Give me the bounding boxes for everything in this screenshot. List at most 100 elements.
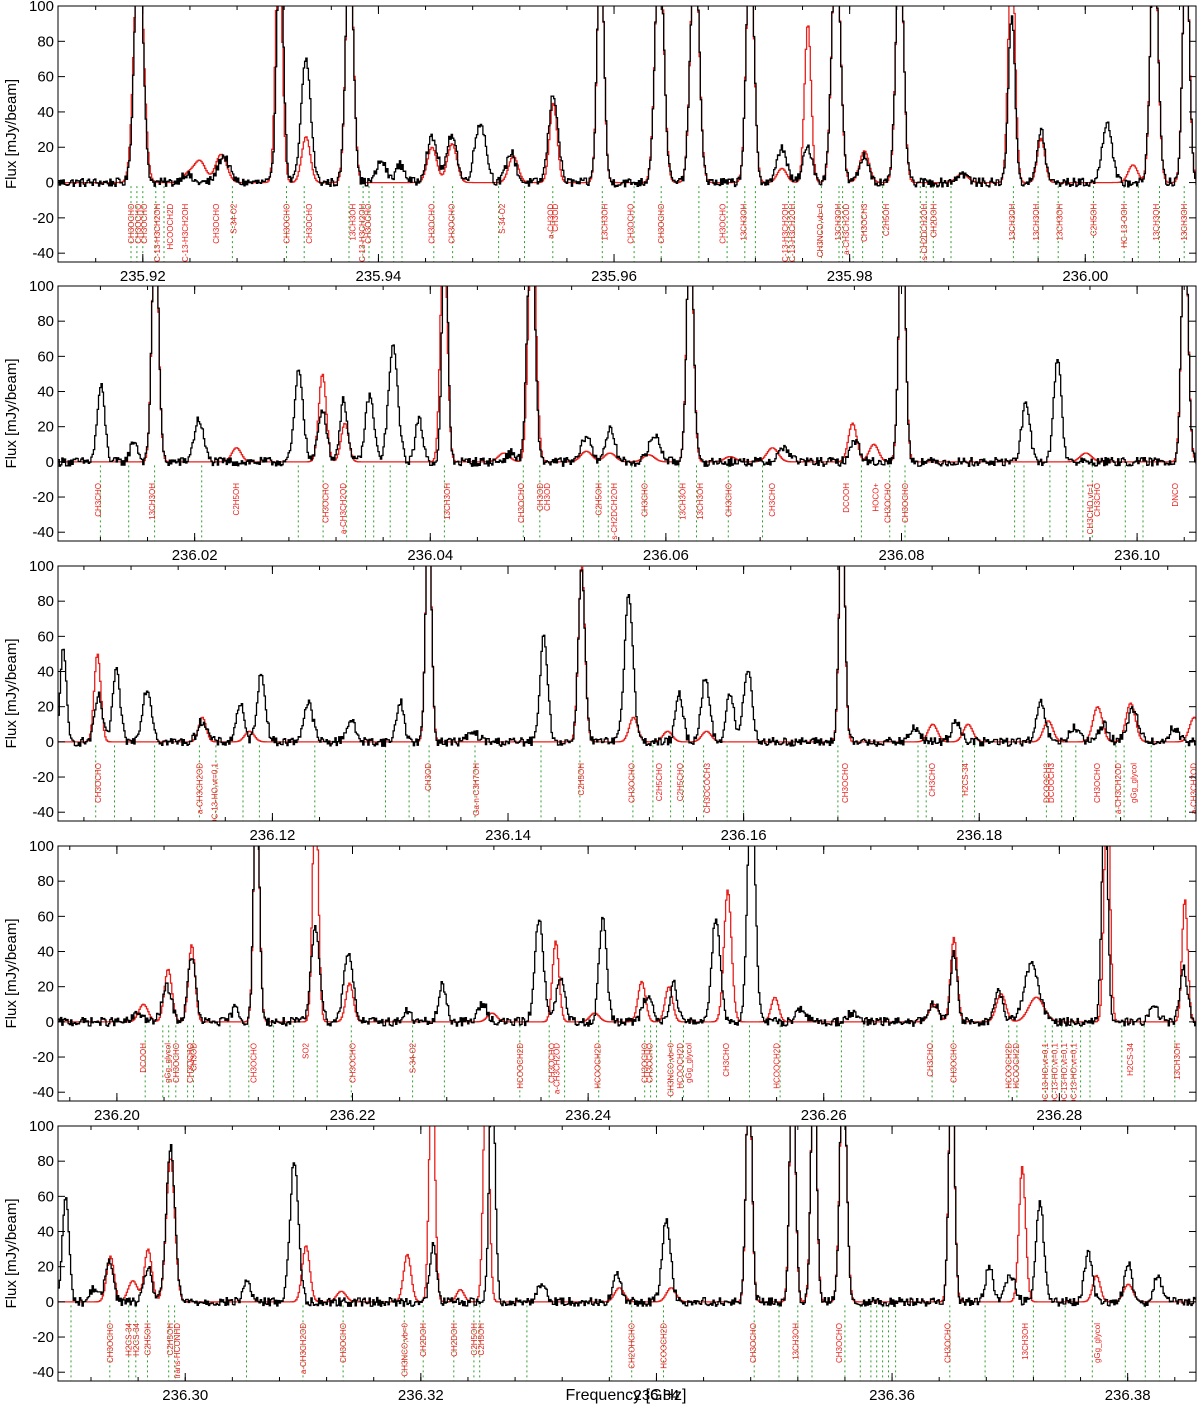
x-tick-label: 236.38 [1105,1387,1151,1404]
line-label: CH3OCHO [943,1323,952,1363]
line-label: CH3OCHO [172,1043,181,1083]
x-tick-label: 236.14 [485,827,531,844]
line-label: HCOOCH2D [594,1043,603,1089]
line-label: HCOOCH2D [660,1323,669,1369]
observed-spectrum [58,846,1196,1027]
line-label: CH2DOH [419,1323,428,1357]
x-tick-label: 236.26 [801,1107,847,1124]
line-label: HCOOCH2D [516,1043,525,1089]
line-label: SO2 [301,1042,310,1059]
line-label: S-34-O2 [498,203,507,234]
y-axis-title: Flux [mJy/beam] [3,358,20,468]
x-tick-label: 236.00 [1062,268,1108,285]
y-tick-label: 40 [37,384,54,401]
x-tick-label: 235.94 [355,268,401,285]
line-label: CH3CHO [94,483,103,517]
x-tick-label: 235.98 [827,268,873,285]
y-tick-label: 60 [37,348,54,365]
line-label: CH3OD [543,483,552,511]
line-label: gGg_glycol [1130,763,1139,803]
line-label: CH3OCHO [305,204,314,244]
line-label: Ga-n-C3H7OH [472,763,481,816]
y-tick-label: 80 [37,33,54,50]
line-label: CH3CHO [1093,483,1102,517]
line-label: CH3OCHO [949,1043,958,1083]
line-label: CH3CHO [926,1043,935,1077]
line-marker-group [95,745,1186,821]
y-tick-label: 80 [37,873,54,890]
y-tick-label: 40 [37,664,54,681]
observed-spectrum [58,566,1196,747]
y-axis-title: Flux [mJy/beam] [3,1198,20,1308]
y-tick-label: 100 [29,558,54,575]
line-label: DCOOH [842,483,851,513]
line-label: CH3OCHO [106,1323,115,1363]
line-label: CH2DOH [929,203,938,237]
observed-spectrum [58,1126,1196,1307]
line-label: CH3OD [424,763,433,791]
panel-frame [57,5,1197,263]
line-label: CH3OCHO [250,1043,259,1083]
line-label: HOCO+ [872,483,881,512]
line-label: C2H5CHO [676,763,685,801]
observed-spectrum [58,6,1196,188]
line-label: CH3OCHO [448,204,457,244]
panel-frame [57,565,1197,822]
x-tick-label: 236.02 [172,547,218,564]
panel-frame [57,285,1197,542]
y-tick-label: 20 [37,979,54,996]
line-label: C2H5OH [144,1323,153,1356]
line-label: CH3OCHO [657,204,666,244]
x-tick-label: 235.96 [591,268,637,285]
line-label: 13CH3OH [1152,203,1161,240]
line-label: a-CH3OD [546,203,555,238]
line-label: a-CH3CH2OD [1114,763,1123,814]
panel-frame [57,1125,1197,1382]
line-label: HC-13-OOH [1120,203,1129,247]
line-label: CH3NCO,vb=0 [667,1042,676,1096]
line-label: CH3OCHO [645,1043,654,1083]
y-tick-label: 0 [46,1294,54,1311]
line-label: CH3OCHO [339,1323,348,1363]
line-label: CH3OCHO [548,1043,557,1083]
x-tick-label: 236.16 [721,827,767,844]
line-label: C2H5OH [232,483,241,516]
line-label: 13CH3OH [601,203,610,240]
line-label: CH3OCH3 [860,203,869,242]
line-label: a-CH3CH2OD [842,203,851,254]
y-tick-label: -40 [32,524,54,541]
line-label: CH3CHO [722,1043,731,1077]
line-label: CH3OCHO [749,1323,758,1363]
y-tick-label: -40 [32,1084,54,1101]
model-spectrum [58,566,1196,743]
line-label: trans-HCONHD [173,1323,182,1379]
line-label: a-C-13-H3CH2OH [153,203,162,269]
model-spectrum [58,6,1196,184]
line-label: CH3OCHO [835,1323,844,1363]
line-label: 13CH3OH [443,483,452,520]
y-tick-label: -20 [32,210,54,227]
line-label: CH3CHO [724,483,733,517]
x-tick-label: 236.08 [879,547,925,564]
line-label: CH3CHO [768,483,777,517]
line-label: CH3OCOCH3 [703,762,712,813]
line-label: 13CH3OH [1173,1043,1182,1080]
line-label: CH3OC-13-HO,vt=0,1 [1041,1042,1050,1121]
y-tick-label: 60 [37,1188,54,1205]
line-label: 13CH3OH [1021,1323,1030,1360]
line-label: CH3OC-13-HO,vt=0,1 [1051,1042,1060,1121]
line-label: CH3OCHO [641,1043,650,1083]
line-label: a-C-13-H3CH2OH [781,203,790,269]
line-label: CH3OC-13-HO,vt=0,1 [211,762,220,841]
line-label: 13CH3OH [1055,203,1064,240]
y-tick-label: 20 [37,1259,54,1276]
y-tick-label: -20 [32,1049,54,1066]
y-tick-label: 60 [37,908,54,925]
line-label: 13CH3OH [678,483,687,520]
line-label: a-C-13-H3CH2OH [788,203,797,269]
x-tick-label: 236.18 [956,827,1002,844]
line-label: CH3OCHO [186,1043,195,1083]
line-label: H2CS-34 [961,762,970,795]
